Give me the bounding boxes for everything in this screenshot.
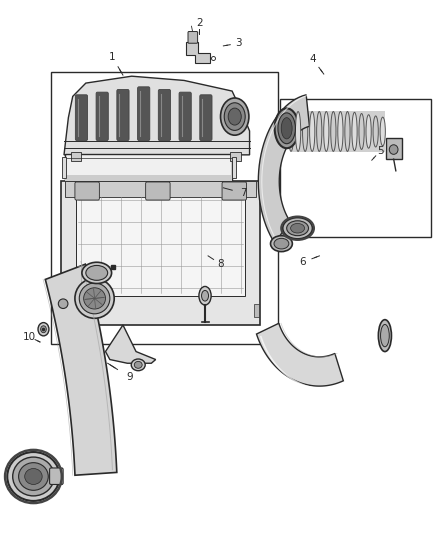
Text: 4: 4 [310,54,316,64]
Bar [76,195,245,296]
Bar [230,152,241,161]
Ellipse shape [79,283,110,314]
Ellipse shape [199,286,211,305]
Text: 3: 3 [235,38,242,48]
Ellipse shape [271,236,292,252]
Ellipse shape [25,469,42,484]
Polygon shape [186,42,210,63]
Ellipse shape [278,113,295,144]
Ellipse shape [283,217,312,239]
Ellipse shape [281,118,292,139]
Ellipse shape [352,112,357,151]
FancyBboxPatch shape [75,95,88,141]
Text: 1: 1 [109,52,115,61]
FancyBboxPatch shape [49,468,63,484]
Ellipse shape [290,223,304,233]
Ellipse shape [201,290,208,301]
Ellipse shape [13,457,54,496]
Ellipse shape [7,452,60,501]
Ellipse shape [338,111,343,151]
Ellipse shape [373,116,378,147]
Bar [386,138,402,159]
Text: 2: 2 [196,18,203,28]
Ellipse shape [75,278,114,318]
Polygon shape [257,324,343,386]
Text: 5: 5 [377,146,384,156]
FancyBboxPatch shape [158,90,170,141]
Bar [51,72,278,344]
Ellipse shape [86,265,108,280]
FancyBboxPatch shape [117,90,129,141]
Ellipse shape [287,221,308,236]
Bar [65,181,256,197]
FancyBboxPatch shape [179,92,191,141]
Ellipse shape [224,103,245,131]
Ellipse shape [220,98,249,135]
Ellipse shape [317,111,322,151]
Ellipse shape [288,111,293,151]
Bar [280,99,431,237]
Ellipse shape [378,320,392,352]
Text: 6: 6 [300,257,306,267]
Ellipse shape [324,111,329,151]
Text: 8: 8 [217,259,224,269]
Text: 7: 7 [240,188,246,198]
Ellipse shape [82,262,112,284]
Bar [61,181,261,325]
Ellipse shape [310,111,315,151]
Bar [232,157,237,178]
Bar [65,154,232,181]
Ellipse shape [389,145,398,155]
Polygon shape [258,95,310,244]
FancyBboxPatch shape [75,182,99,200]
Ellipse shape [380,117,385,146]
FancyBboxPatch shape [96,92,108,141]
Polygon shape [64,76,250,155]
Ellipse shape [228,108,241,125]
Ellipse shape [134,361,142,368]
Bar [62,157,66,178]
Ellipse shape [345,111,350,151]
Polygon shape [106,325,155,364]
Polygon shape [292,111,385,152]
Text: 9: 9 [126,372,133,382]
Ellipse shape [131,359,145,370]
Bar [65,175,232,181]
Bar [254,304,259,317]
FancyBboxPatch shape [146,182,170,200]
Ellipse shape [303,111,308,151]
Polygon shape [45,264,117,475]
Ellipse shape [275,108,299,148]
Bar [63,304,68,317]
FancyBboxPatch shape [188,31,198,43]
Ellipse shape [366,115,371,148]
Ellipse shape [38,322,49,336]
Ellipse shape [331,111,336,151]
Ellipse shape [58,299,68,309]
Ellipse shape [18,463,48,490]
FancyBboxPatch shape [138,87,150,141]
FancyBboxPatch shape [200,95,212,141]
Ellipse shape [84,288,106,309]
Ellipse shape [296,111,301,151]
Bar [71,152,81,161]
Ellipse shape [381,325,389,347]
Text: 10: 10 [22,332,35,342]
Ellipse shape [41,326,46,333]
Ellipse shape [359,114,364,149]
FancyBboxPatch shape [222,182,247,200]
Ellipse shape [274,238,289,249]
